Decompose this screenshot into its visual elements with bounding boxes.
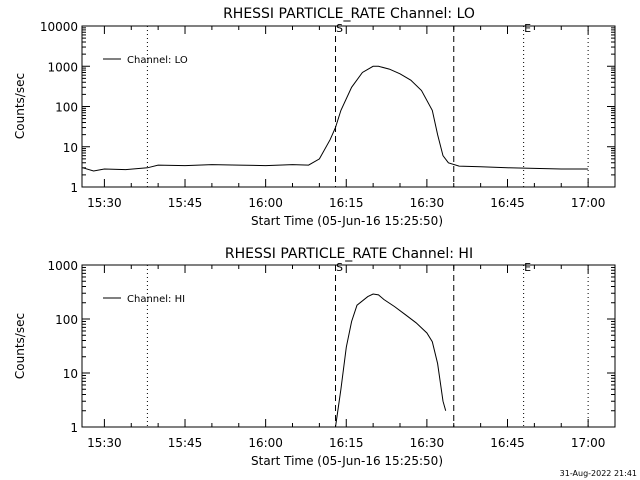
x-tick-label: 15:45 [168, 436, 203, 450]
y-axis-label: Counts/sec [13, 73, 27, 139]
timestamp-label: 31-Aug-2022 21:41 [560, 469, 637, 478]
x-tick-label: 16:45 [490, 196, 525, 210]
plot-frame [81, 264, 616, 428]
y-tick-label: 10 [63, 367, 78, 381]
x-tick-label: 17:00 [571, 436, 606, 450]
x-axis-label: Start Time (05-Jun-16 15:25:50) [251, 454, 443, 468]
x-tick-label: 15:30 [87, 196, 122, 210]
x-tick-label: 16:30 [410, 436, 445, 450]
x-tick-label: 16:15 [329, 436, 364, 450]
event-marker-label: S [336, 261, 343, 274]
chart-title: RHESSI PARTICLE_RATE Channel: LO [223, 6, 475, 22]
legend-label: Channel: HI [127, 294, 185, 305]
y-tick-label: 10 [63, 141, 78, 155]
event-marker-label: E [524, 261, 531, 274]
legend-label: Channel: LO [127, 55, 188, 66]
series-line [82, 65, 589, 172]
event-marker-label: S [336, 22, 343, 35]
x-axis-label: Start Time (05-Jun-16 15:25:50) [251, 214, 443, 228]
series-line [335, 293, 447, 428]
x-tick-label: 15:30 [87, 436, 122, 450]
x-tick-label: 16:15 [329, 196, 364, 210]
x-tick-label: 16:00 [248, 436, 283, 450]
x-tick-label: 17:00 [571, 196, 606, 210]
x-tick-label: 15:45 [168, 196, 203, 210]
y-tick-label: 10000 [40, 20, 78, 34]
y-tick-label: 1000 [47, 60, 78, 74]
y-tick-label: 1 [70, 421, 78, 435]
y-axis-label: Counts/sec [13, 313, 27, 379]
plot-frame [81, 25, 616, 188]
event-marker-label: E [524, 22, 531, 35]
x-tick-label: 16:30 [410, 196, 445, 210]
y-tick-label: 100 [55, 101, 78, 115]
x-tick-label: 16:00 [248, 196, 283, 210]
chart-title: RHESSI PARTICLE_RATE Channel: HI [225, 246, 473, 262]
lo-channel-panel: RHESSI PARTICLE_RATE Channel: LO 1 10 100 1… [13, 6, 616, 228]
x-tick-label: 16:45 [490, 436, 525, 450]
y-tick-label: 100 [55, 313, 78, 327]
y-tick-label: 1 [70, 181, 78, 195]
y-tick-label: 1000 [47, 259, 78, 273]
hi-channel-panel: RHESSI PARTICLE_RATE Channel: HI 1 10 100 1… [13, 246, 616, 468]
